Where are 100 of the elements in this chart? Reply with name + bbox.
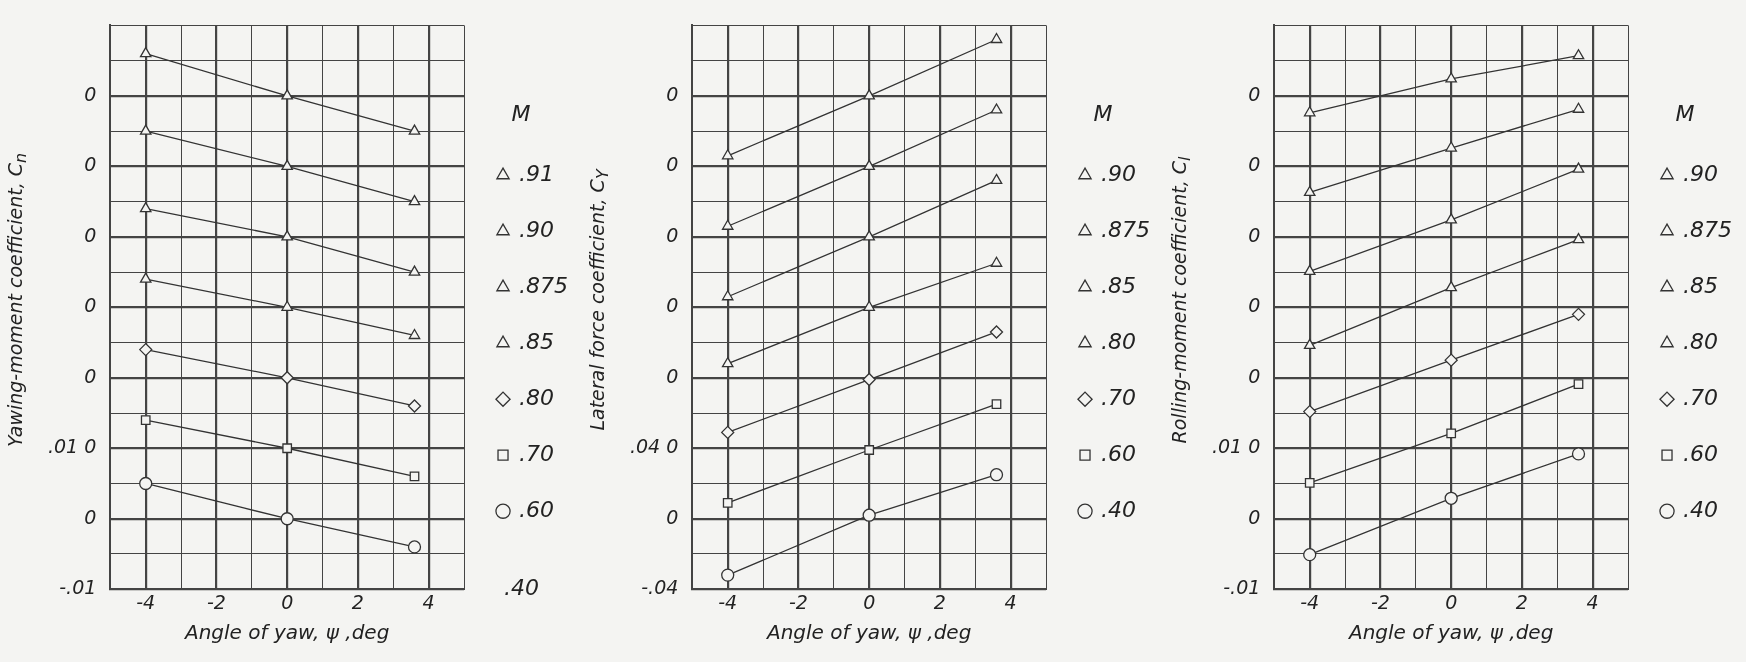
point — [139, 476, 153, 491]
legend-label: .60 — [1683, 440, 1719, 466]
point — [408, 194, 421, 206]
point — [863, 89, 876, 100]
point — [1445, 72, 1458, 83]
legend-label: .60 — [1101, 440, 1137, 466]
point — [408, 265, 421, 276]
y-tick-label: .04 0 — [629, 435, 679, 458]
y-tick-label: 0 — [666, 82, 679, 105]
x-tick-label: -2 — [788, 590, 808, 613]
legend-label: .80 — [519, 384, 555, 410]
point — [1446, 428, 1457, 439]
legend-label: .91 — [519, 160, 555, 186]
y-tick-label: 0 — [666, 294, 679, 317]
point — [1445, 280, 1458, 292]
point — [139, 124, 152, 135]
x-tick-label: -4 — [1300, 590, 1320, 613]
point — [1304, 477, 1315, 488]
y-tick-label: 0 — [666, 153, 679, 176]
point — [139, 272, 152, 283]
point — [721, 425, 735, 440]
x-tick-label: 0 — [281, 590, 294, 613]
point — [864, 445, 875, 455]
point — [990, 173, 1003, 185]
legend-title: M — [1675, 100, 1695, 126]
point — [281, 159, 294, 170]
x-tick-label: -4 — [718, 590, 738, 613]
x-tick-label: 2 — [351, 590, 364, 613]
x-tick-label: 0 — [1445, 590, 1458, 613]
legend-label: .90 — [1683, 160, 1719, 186]
text: .40 — [504, 574, 540, 600]
legend-label: .60 — [519, 496, 555, 522]
legend-title: M — [1093, 100, 1113, 126]
point — [1303, 185, 1316, 197]
legend-label: .90 — [519, 216, 555, 242]
point — [721, 290, 734, 301]
x-tick-label: 2 — [933, 590, 946, 613]
legend-title: M — [511, 100, 531, 126]
x-axis-title: Angle of yaw, ψ ,deg — [764, 620, 972, 645]
point — [990, 32, 1003, 44]
x-tick-label: -2 — [206, 590, 226, 613]
point — [1444, 491, 1458, 505]
y-tick-label: -.01 — [1223, 576, 1261, 599]
point — [721, 219, 734, 230]
y-tick-label: 0 — [1248, 82, 1261, 105]
point — [407, 399, 422, 413]
point — [1572, 102, 1585, 113]
point — [989, 468, 1004, 482]
point — [1572, 162, 1585, 173]
legend-label: .40 — [1101, 496, 1137, 522]
x-tick-label: 0 — [863, 590, 876, 613]
point — [282, 443, 293, 454]
point — [281, 230, 294, 241]
x-tick-label: 4 — [1004, 590, 1017, 613]
point — [863, 300, 876, 311]
point — [1445, 141, 1458, 152]
point — [721, 568, 735, 582]
legend-label: .80 — [1101, 328, 1137, 354]
point — [989, 325, 1004, 339]
point — [1303, 338, 1316, 350]
legend-label: .70 — [1101, 384, 1137, 410]
y-tick-label: 0 — [666, 364, 679, 387]
point — [862, 372, 876, 387]
legend-label: .70 — [1683, 384, 1719, 410]
point — [862, 508, 876, 522]
x-tick-label: 4 — [1586, 590, 1599, 613]
x-axis-title: Angle of yaw, ψ ,deg — [1346, 620, 1554, 645]
y-tick-label: 0 — [1248, 223, 1261, 246]
point — [1571, 307, 1586, 321]
y-tick-label: 0 — [84, 505, 97, 528]
y-tick-label: 0 — [84, 153, 97, 176]
point — [1573, 379, 1584, 390]
y-tick-label: 0 — [1248, 364, 1261, 387]
y-tick-label: 0 — [84, 223, 97, 246]
y-tick-label: .01 0 — [1211, 435, 1261, 458]
legend-label: .80 — [1683, 328, 1719, 354]
x-axis-title: Angle of yaw, ψ ,deg — [182, 620, 390, 645]
legend-label: .875 — [1101, 216, 1150, 242]
point — [281, 89, 294, 100]
x-tick-label: 4 — [422, 590, 435, 613]
point — [408, 328, 421, 340]
point — [408, 124, 421, 135]
point — [139, 342, 153, 357]
x-tick-label: -4 — [136, 590, 156, 613]
point — [139, 201, 152, 213]
point — [1572, 232, 1585, 244]
x-tick-label: -2 — [1370, 590, 1390, 613]
legend-label: .40 — [1683, 496, 1719, 522]
point — [1444, 353, 1458, 367]
point — [863, 230, 876, 241]
legend-label: .85 — [1101, 272, 1137, 298]
point — [1303, 548, 1317, 562]
legend-label: .85 — [1683, 272, 1719, 298]
point — [1303, 404, 1317, 419]
y-tick-label: .01 0 — [47, 435, 97, 458]
point — [721, 149, 734, 160]
point — [990, 103, 1003, 114]
y-tick-label: 0 — [666, 505, 679, 528]
y-tick-label: 0 — [84, 294, 97, 317]
legend-label: .85 — [519, 328, 555, 354]
